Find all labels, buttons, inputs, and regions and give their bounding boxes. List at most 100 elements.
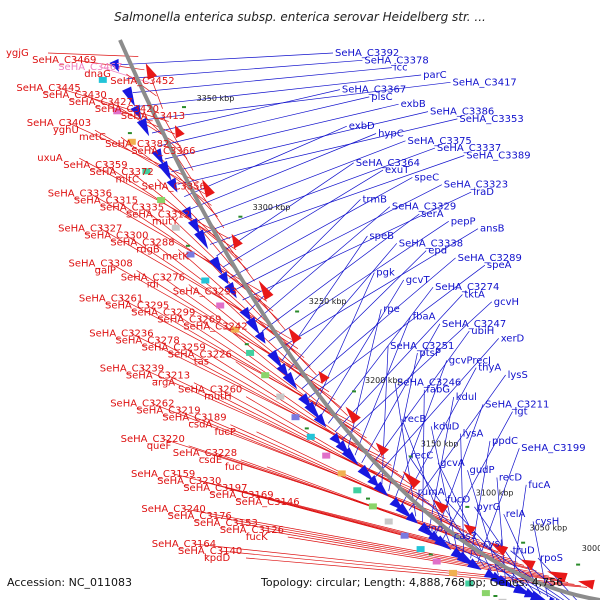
forward-gene-label: idi: [147, 280, 159, 291]
reverse-gene-label: SeHA_C3338: [399, 238, 463, 249]
gene-arrow: [254, 330, 266, 344]
gene-arrow: [122, 86, 136, 107]
feature-block: [432, 558, 441, 565]
leader-line: [460, 433, 465, 554]
ruler-tick: [127, 132, 132, 135]
gene-arrow: [282, 371, 298, 390]
ruler-tick: [493, 595, 498, 597]
topology-text: Topology: circular; Length: 4,888,768 bp…: [260, 576, 563, 589]
gene-arrow: [433, 499, 449, 514]
feature-block: [157, 197, 166, 203]
leader-line: [368, 330, 470, 471]
gene-arrow: [318, 370, 330, 384]
forward-gene-label: SeHA_C3300: [84, 230, 148, 241]
gene-arrow: [463, 524, 477, 536]
forward-gene-label: SeHA_C3335: [100, 202, 164, 213]
forward-gene-label: SeHA_C3359: [63, 160, 127, 171]
forward-gene-label: rdgB: [136, 244, 160, 255]
leader-line: [321, 279, 404, 416]
leader-line: [216, 162, 354, 257]
gene-arrow: [357, 464, 374, 482]
feature-block: [400, 532, 409, 539]
forward-gene-label: SeHA_C3164: [152, 539, 216, 550]
reverse-gene-label: epd: [428, 246, 447, 257]
feature-block: [416, 546, 425, 553]
forward-gene-label: SeHA_C3427: [69, 97, 133, 108]
feature-block: [465, 580, 474, 587]
forward-gene-label: SeHA_C3126: [220, 525, 284, 536]
gene-arrow: [402, 471, 421, 489]
reverse-gene-label: ubiH: [471, 326, 494, 337]
gene-arrow: [174, 125, 185, 139]
leader-line: [219, 550, 581, 587]
forward-gene-label: SeHA_C3312: [126, 209, 190, 220]
leader-line: [199, 480, 518, 563]
forward-gene-label: mutH: [204, 392, 232, 403]
ruler-label: 3200 kbp: [365, 376, 403, 385]
leader-line: [481, 543, 565, 600]
feature-block: [337, 470, 346, 477]
leader-line: [99, 227, 292, 340]
feature-block: [142, 168, 151, 175]
leader-line: [190, 133, 377, 210]
gene-arrow: [239, 306, 252, 322]
feature-block: [481, 590, 490, 597]
leader-line: [256, 431, 474, 537]
forward-gene-label: SeHA_C3276: [121, 272, 185, 283]
gene-arrow: [130, 104, 142, 120]
reverse-gene-label: cysI: [483, 538, 503, 549]
leader-line: [294, 250, 427, 380]
feature-block: [353, 487, 362, 494]
forward-gene-label: SeHA_C3278: [115, 336, 179, 347]
gene-arrow: [202, 179, 215, 198]
forward-gene-label: SeHA_C3159: [131, 469, 195, 480]
forward-gene-label: fucK: [246, 532, 268, 543]
leader-line: [435, 404, 484, 534]
reverse-gene-label: lysS: [508, 370, 528, 381]
forward-gene-label: SeHA_C3467: [58, 62, 122, 73]
reverse-gene-label: SeHA_C3251: [390, 341, 454, 352]
ruler-tick: [408, 455, 413, 458]
ruler-tick: [185, 244, 190, 247]
forward-gene-label: SeHA_C3293: [173, 287, 237, 298]
ruler-tick: [366, 497, 370, 500]
forward-gene-label: SeHA_C3146: [235, 497, 299, 508]
leader-line: [242, 191, 472, 301]
reverse-gene-label: lgt: [515, 407, 528, 418]
feature-block: [498, 598, 507, 600]
reverse-gene-label: gcvA: [440, 458, 465, 469]
reverse-gene-label: SeHA_C3329: [392, 202, 456, 213]
forward-gene-label: SeHA_C3315: [74, 195, 138, 206]
feature-block: [449, 569, 457, 576]
reverse-gene-label: SeHA_C3274: [435, 282, 499, 293]
feature-block: [98, 76, 107, 83]
reverse-gene-label: speB: [369, 231, 394, 242]
leader-line: [152, 403, 449, 518]
forward-gene-label: SeHA_C3230: [157, 476, 221, 487]
gene-arrow: [373, 481, 389, 497]
ruler-tick: [244, 343, 249, 346]
reverse-gene-label: fabG: [426, 385, 450, 396]
leader-line: [511, 484, 527, 583]
leader-line: [47, 52, 139, 57]
leader-line: [381, 345, 389, 485]
leader-line: [120, 52, 334, 66]
reverse-gene-label: tktA: [464, 290, 485, 301]
feature-block: [276, 393, 285, 400]
reverse-gene-label: truD: [513, 546, 535, 557]
leader-line: [145, 81, 451, 121]
feature-block: [322, 452, 331, 459]
forward-gene-label: SeHA_C3269: [157, 315, 221, 326]
gene-arrow: [434, 535, 452, 551]
feature-block: [186, 251, 195, 258]
leader-line: [100, 66, 151, 84]
reverse-gene-label: SeHA_C3247: [442, 319, 506, 330]
reverse-gene-label: fucO: [447, 494, 470, 505]
reverse-gene-label: lysA: [463, 429, 484, 440]
forward-gene-label: mltC: [116, 174, 139, 185]
leader-line: [361, 323, 441, 463]
ruler-tick: [521, 541, 526, 544]
reverse-gene-label: pepP: [451, 216, 476, 227]
reverse-gene-label: gudP: [470, 465, 495, 476]
gene-arrow: [231, 233, 243, 249]
